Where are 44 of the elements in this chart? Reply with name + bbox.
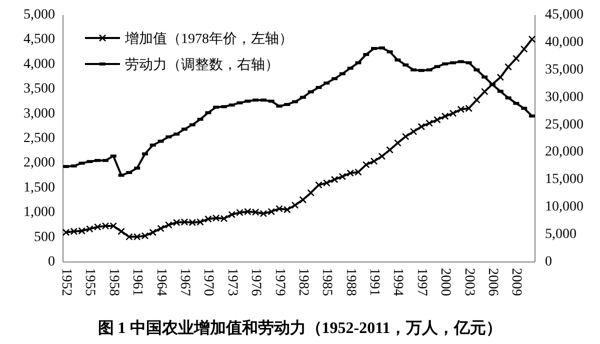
x-tick-label: 1955: [82, 268, 98, 296]
y2-tick-label: 5,000: [545, 227, 576, 242]
y2-tick-label: 40,000: [545, 34, 584, 50]
x-tick-label: 1997: [414, 268, 429, 296]
legend-label: 劳动力（调整数，右轴）: [125, 57, 279, 73]
y-tick-label: 5,000: [24, 8, 55, 22]
x-tick-label: 1976: [248, 268, 264, 296]
x-tick-label: 1988: [342, 268, 358, 296]
y2-tick-label: 15,000: [545, 172, 584, 188]
x-tick-label: 1970: [200, 268, 216, 296]
x-tick-label: 1985: [319, 268, 334, 296]
x-tick-label: 1991: [366, 268, 382, 296]
y2-tick-label: 45,000: [545, 8, 584, 22]
y-tick-label: 4,000: [24, 56, 55, 72]
x-tick-label: 1961: [130, 268, 145, 296]
y-tick-label: 4,500: [24, 32, 55, 48]
y-tick-label: 2,500: [24, 131, 55, 146]
x-tick-label: 1973: [224, 268, 240, 296]
x-tick-label: 1979: [272, 268, 287, 296]
y2-tick-label: 10,000: [545, 200, 584, 215]
x-tick-label: 1958: [106, 268, 121, 296]
x-tick-label: 1967: [176, 268, 192, 296]
y2-tick-label: 35,000: [545, 62, 584, 78]
y-tick-label: 1,000: [24, 205, 55, 220]
x-tick-label: 2000: [438, 268, 453, 296]
y-tick-label: 1,500: [24, 180, 55, 196]
x-tick-label: 1982: [295, 268, 310, 296]
y-tick-label: 3,000: [24, 106, 55, 122]
legend-label: 增加值（1978年价，左轴）: [124, 31, 293, 47]
y-tick-label: 500: [34, 230, 55, 245]
y2-tick-label: 30,000: [545, 90, 584, 105]
y2-tick-label: 0: [545, 254, 552, 270]
x-tick-label: 1994: [390, 268, 406, 296]
y-tick-label: 2,000: [24, 156, 55, 171]
y2-tick-label: 20,000: [545, 144, 584, 160]
x-tick-label: 1964: [153, 268, 168, 296]
y-tick-label: 0: [48, 254, 55, 270]
text: 图 1 中国农业增加值和劳动力（1952-2011，万人，亿元）: [98, 319, 502, 337]
y2-tick-label: 25,000: [545, 117, 584, 132]
x-tick-label: 2006: [485, 268, 500, 296]
x-tick-label: 2003: [461, 268, 476, 296]
x-tick-label: 1952: [58, 268, 74, 296]
y-tick-label: 3,500: [24, 82, 55, 97]
x-tick-label: 2009: [508, 268, 524, 296]
